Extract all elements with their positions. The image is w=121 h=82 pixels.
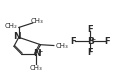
Text: −: − xyxy=(90,37,95,42)
Text: CH₃: CH₃ xyxy=(30,18,43,25)
Text: CH₃: CH₃ xyxy=(55,43,68,49)
Text: N: N xyxy=(33,49,41,58)
Text: F: F xyxy=(87,48,93,57)
Text: +: + xyxy=(37,49,43,54)
Text: F: F xyxy=(87,25,93,34)
Text: CH₃: CH₃ xyxy=(29,65,42,71)
Text: CH₂: CH₂ xyxy=(4,23,17,29)
Text: B: B xyxy=(87,36,94,46)
Text: F: F xyxy=(70,36,76,46)
Text: N: N xyxy=(13,32,21,41)
Text: F: F xyxy=(104,36,110,46)
